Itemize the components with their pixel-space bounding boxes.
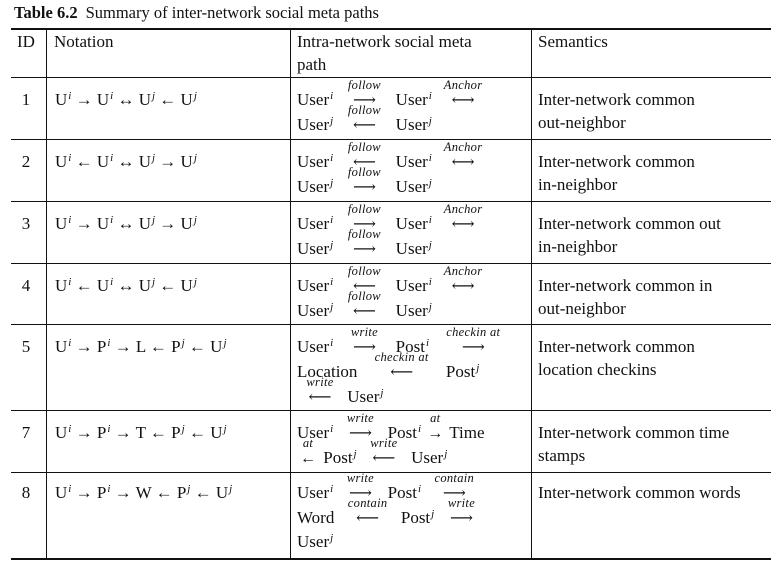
- meta-path-row3-line2: Userj follow ⟶ Userj: [297, 227, 432, 258]
- meta-path-row7-line2: at ← Postj write ⟵ Userj: [300, 436, 448, 467]
- table-title: Summary of inter-network social meta pat…: [85, 3, 379, 22]
- notation-row2: Ui ← Ui ↔ Uj → Uj: [55, 152, 197, 171]
- rule-row3: [11, 263, 771, 264]
- rule-row5: [11, 410, 771, 411]
- meta-path-row3-line1: Useri follow ⟶ Useri Anchor ⟷: [297, 202, 483, 233]
- row-id: 7: [21, 423, 31, 442]
- notation-row4: Ui ← Ui ↔ Uj ← Uj: [55, 276, 197, 295]
- semantics-row7: Inter-network common time stamps: [538, 423, 730, 465]
- meta-path-row8-line1: Useri write ⟶ Posti contain ⟶: [297, 471, 475, 502]
- table-caption: Table 6.2 Summary of inter-network social…: [14, 3, 379, 23]
- meta-path-row2-line2: Userj follow ⟶ Userj: [297, 165, 432, 196]
- vline-1: [46, 28, 47, 559]
- semantics-row2: Inter-network common in-neighbor: [538, 152, 695, 194]
- row-id: 2: [21, 152, 31, 171]
- semantics-row8: Inter-network common words: [538, 483, 741, 502]
- meta-path-row1-line1: Useri follow ⟶ Useri Anchor ⟷: [297, 78, 483, 109]
- meta-path-row7-line1: Useri write ⟶ Posti at → Time: [297, 411, 485, 442]
- meta-path-row4-line1: Useri follow ⟵ Useri Anchor ⟷: [297, 264, 483, 295]
- row-id: 1: [21, 90, 31, 109]
- semantics-row5: Inter-network common location checkins: [538, 337, 695, 379]
- meta-path-row8-line2: Word contain ⟵ Postj write ⟶: [297, 496, 476, 527]
- row-id: 5: [21, 337, 31, 356]
- table-number: Table 6.2: [14, 3, 78, 22]
- rule-row4: [11, 324, 771, 325]
- meta-path-row2-line1: Useri follow ⟵ Useri Anchor ⟷: [297, 140, 483, 171]
- meta-path-row5-line3: write ⟵ Userj: [306, 375, 384, 406]
- meta-path-row4-line2: Userj follow ⟵ Userj: [297, 289, 432, 320]
- semantics-row3: Inter-network common out in-neighbor: [538, 214, 721, 256]
- row-id: 3: [21, 214, 31, 233]
- meta-path-row1-line2: Userj follow ⟵ Userj: [297, 103, 432, 134]
- row-id: 4: [21, 276, 31, 295]
- meta-path-row5-line2: Location checkin at ⟵ Postj: [297, 350, 480, 381]
- semantics-row1: Inter-network common out-neighbor: [538, 90, 695, 132]
- notation-row7: Ui → Pi → T ← Pj ← Uj: [55, 423, 227, 442]
- semantics-row4: Inter-network common in out-neighbor: [538, 276, 713, 318]
- meta-path-row8-line3: Userj: [297, 532, 334, 551]
- rule-row2: [11, 201, 771, 202]
- header-semantics: Semantics: [538, 32, 608, 51]
- vline-2: [290, 28, 291, 559]
- vline-3: [531, 28, 532, 559]
- header-id: ID: [17, 32, 35, 51]
- header-intra-2: path: [297, 55, 327, 74]
- rule-row1: [11, 139, 771, 140]
- rule-row7: [11, 472, 771, 473]
- header-intra: Intra-network social meta: [297, 32, 472, 51]
- rule-bottom: [11, 558, 771, 560]
- notation-row1: Ui → Ui ↔ Uj ← Uj: [55, 90, 197, 109]
- notation-row3: Ui → Ui ↔ Uj → Uj: [55, 214, 197, 233]
- meta-path-row5-line1: Useri write ⟶ Posti checkin at ⟶: [297, 325, 501, 356]
- header-notation: Notation: [54, 32, 114, 51]
- notation-row5: Ui → Pi → L ← Pj ← Uj: [55, 337, 227, 356]
- notation-row8: Ui → Pi → W ← Pj ← Uj: [55, 483, 233, 502]
- rule-header: [11, 77, 771, 78]
- row-id: 8: [21, 483, 31, 502]
- rule-top: [11, 28, 771, 30]
